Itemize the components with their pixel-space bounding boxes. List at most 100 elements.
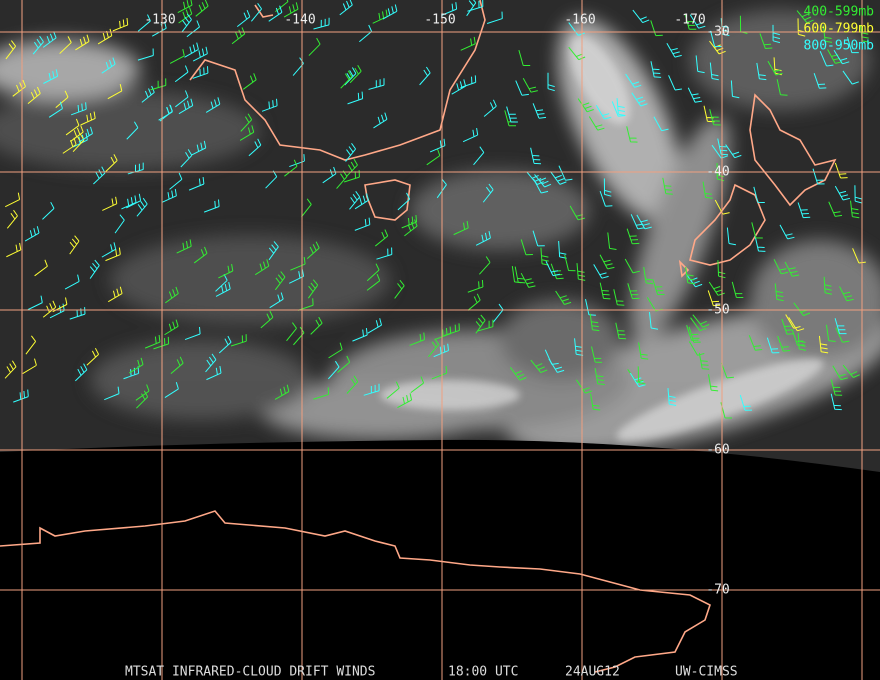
longitude-label: -150 xyxy=(424,13,455,28)
wind-barb xyxy=(540,247,549,266)
wind-barb xyxy=(27,86,41,105)
wind-barb xyxy=(759,33,773,49)
wind-barb xyxy=(195,0,209,17)
wind-barb xyxy=(532,230,545,247)
wind-barb xyxy=(530,147,542,165)
wind-barb xyxy=(692,314,710,328)
wind-barb xyxy=(767,60,783,76)
wind-barb xyxy=(550,171,567,185)
wind-barb xyxy=(650,61,662,78)
wind-barb xyxy=(615,322,627,340)
longitude-label: -140 xyxy=(284,13,315,28)
wind-barb xyxy=(242,73,257,90)
wind-barb xyxy=(80,111,96,126)
wind-barb xyxy=(206,366,222,381)
wind-barb xyxy=(784,261,800,277)
wind-barb xyxy=(511,266,522,284)
wind-barb xyxy=(593,264,609,279)
wind-barb xyxy=(373,112,388,129)
wind-barb xyxy=(687,87,702,103)
wind-barb xyxy=(756,62,767,81)
wind-barb xyxy=(685,273,703,288)
wind-barb xyxy=(631,92,648,107)
wind-barb xyxy=(121,195,137,210)
wind-barb xyxy=(5,40,17,60)
wind-barb xyxy=(684,13,697,30)
legend-entry: 600-799mb xyxy=(804,22,875,37)
latitude-label: -70 xyxy=(706,583,729,598)
wind-barb xyxy=(629,372,646,388)
wind-barb xyxy=(850,200,860,219)
wind-barb xyxy=(532,103,547,119)
new-zealand-north xyxy=(749,93,837,207)
wind-barb xyxy=(839,286,854,302)
wind-barb xyxy=(349,191,361,210)
wind-barb xyxy=(668,75,682,91)
wind-barb xyxy=(150,78,167,91)
wind-barb xyxy=(352,328,368,342)
wind-barb xyxy=(218,335,232,354)
wind-barb xyxy=(482,183,494,203)
wind-barb xyxy=(773,259,789,275)
wind-barb xyxy=(613,289,625,306)
wind-barb xyxy=(24,226,40,242)
wind-barb xyxy=(205,97,221,113)
cloud-imagery xyxy=(0,0,880,472)
wind-barb xyxy=(286,322,297,342)
wind-barb xyxy=(4,360,17,379)
wind-barb xyxy=(192,46,208,62)
wind-barb xyxy=(71,102,87,116)
wind-barb xyxy=(70,125,84,142)
wind-barb xyxy=(428,338,440,358)
wind-barb xyxy=(717,138,729,156)
wind-barb xyxy=(834,185,851,201)
wind-barb xyxy=(260,310,274,329)
wind-barb xyxy=(175,90,189,108)
wind-barb xyxy=(702,181,713,199)
wind-barb xyxy=(48,101,63,118)
wind-barb xyxy=(772,24,781,44)
wind-barb xyxy=(842,70,859,85)
wind-barb xyxy=(268,5,283,22)
wind-barb xyxy=(435,326,452,340)
wind-barb xyxy=(12,79,26,97)
wind-barb xyxy=(520,272,536,288)
wind-barb xyxy=(860,24,870,43)
wind-barb xyxy=(290,257,306,271)
wind-barb xyxy=(394,279,405,299)
wind-barb xyxy=(708,281,725,296)
wind-barb xyxy=(832,365,848,381)
wind-barb xyxy=(268,241,279,261)
wind-barb xyxy=(274,384,290,400)
wind-barb xyxy=(89,259,100,279)
wind-barbs xyxy=(4,0,870,419)
wind-barb xyxy=(367,318,382,334)
wind-barb xyxy=(431,366,448,380)
legend-entry: 800-950mb xyxy=(804,39,875,54)
wind-barb xyxy=(650,20,663,37)
wind-barb xyxy=(588,116,605,131)
footer: MTSAT INFRARED-CLOUD DRIFT WINDS 18:00 UT… xyxy=(125,665,738,680)
wind-barb xyxy=(726,227,736,246)
wind-barb xyxy=(834,318,847,335)
wind-barb xyxy=(59,36,72,54)
wind-barb xyxy=(781,318,794,335)
wind-barb xyxy=(666,42,682,58)
wind-barb xyxy=(830,393,842,411)
wind-barb xyxy=(638,342,649,360)
wind-barb xyxy=(574,338,584,356)
wind-barb xyxy=(667,388,677,406)
wind-barb xyxy=(652,279,665,296)
wind-barb xyxy=(344,67,357,86)
wind-barb xyxy=(170,356,184,374)
wind-barb xyxy=(648,312,659,330)
wind-barb xyxy=(467,279,484,293)
wind-barb xyxy=(626,228,640,245)
wind-barb xyxy=(188,177,205,191)
wind-barb xyxy=(349,64,362,84)
wind-barb xyxy=(545,261,560,277)
coastlines xyxy=(0,0,837,673)
wind-barb xyxy=(636,214,652,230)
wind-barb xyxy=(522,77,538,93)
